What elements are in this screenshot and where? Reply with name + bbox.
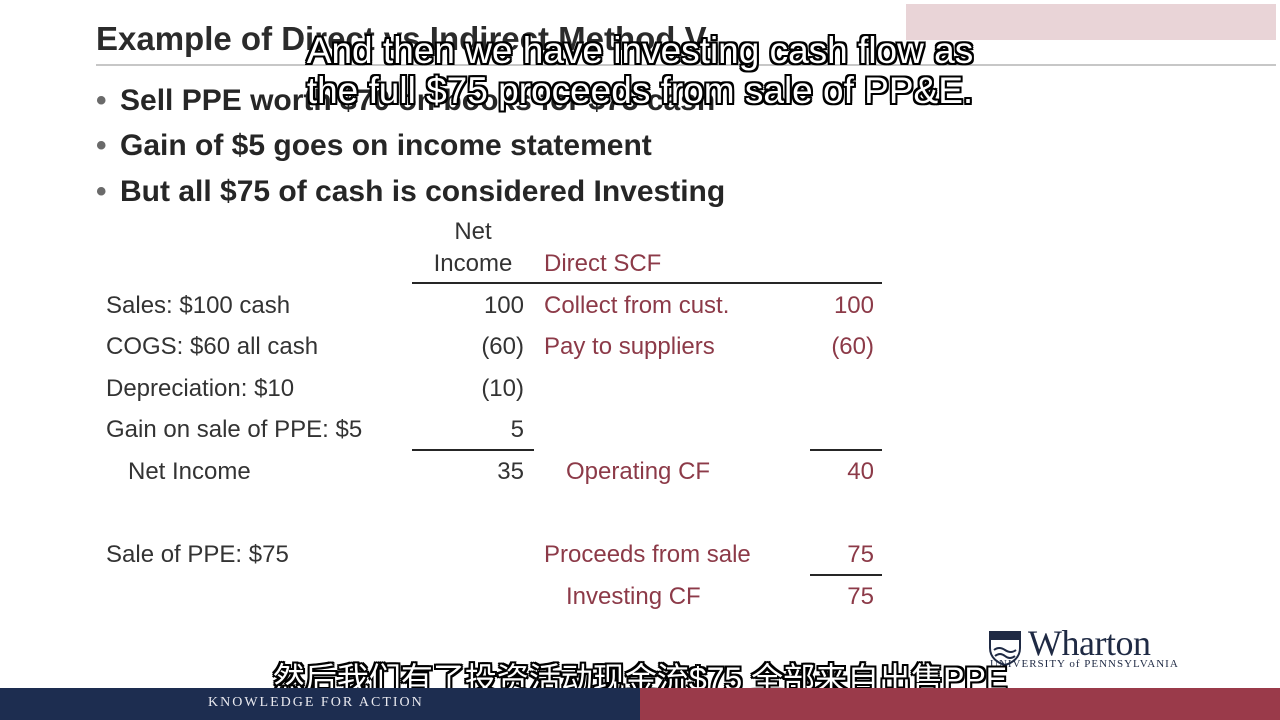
net-income-rule: [412, 449, 534, 451]
row-direct-label: Collect from cust.: [544, 292, 730, 319]
row-direct-value: (60): [831, 333, 874, 360]
logo-subtitle: UNIVERSITY of PENNSYLVANIA: [990, 658, 1179, 670]
row-direct-value: 100: [833, 292, 874, 319]
header-net: Net: [454, 218, 492, 245]
header-direct-scf: Direct SCF: [544, 250, 662, 277]
row-label: Depreciation: $10: [106, 375, 295, 402]
footer-maroon-band: [640, 688, 1280, 720]
logo-wordmark: Wharton: [1028, 623, 1151, 663]
bullet-dot-icon: •: [96, 175, 107, 208]
row-net-value: (10): [481, 375, 524, 402]
caption-english-line2: the full $75 proceeds from sale of PP&E.: [306, 70, 974, 111]
investing-cf-value: 75: [847, 583, 874, 610]
row-label: Sales: $100 cash: [106, 292, 291, 319]
bullet-dot-icon: •: [96, 129, 107, 162]
investing-cf-label: Investing CF: [566, 583, 701, 610]
sale-of-ppe-label: Sale of PPE: $75: [106, 541, 289, 568]
net-income-label: Net Income: [128, 458, 251, 485]
caption-english-line1: And then we have investing cash flow as: [306, 30, 974, 71]
row-net-value: (60): [481, 333, 524, 360]
wharton-logo: Wharton UNIVERSITY of PENNSYLVANIA: [988, 623, 1188, 672]
row-direct-label: Pay to suppliers: [544, 333, 715, 360]
title-divider: [96, 64, 1276, 66]
investing-rule: [810, 574, 882, 576]
net-income-value: 35: [497, 458, 524, 485]
header-rule: [412, 282, 882, 284]
operating-rule: [810, 449, 882, 451]
shield-icon: [989, 631, 1021, 666]
row-label: COGS: $60 all cash: [106, 333, 319, 360]
operating-cf-value: 40: [847, 458, 874, 485]
proceeds-label: Proceeds from sale: [544, 541, 751, 568]
operating-cf-label: Operating CF: [566, 458, 711, 485]
slide-title: Example of Direct vs Indirect Method V: [96, 20, 707, 57]
proceeds-value: 75: [847, 541, 874, 568]
row-net-value: 5: [510, 416, 524, 443]
bullet-dot-icon: •: [96, 84, 107, 117]
header-income: Income: [433, 250, 513, 277]
footer-tagline: KNOWLEDGE FOR ACTION: [208, 695, 424, 710]
row-label: Gain on sale of PPE: $5: [106, 416, 363, 443]
footer-navy-band: [0, 688, 640, 720]
title-accent-bar: [906, 4, 1276, 40]
row-net-value: 100: [483, 292, 524, 319]
